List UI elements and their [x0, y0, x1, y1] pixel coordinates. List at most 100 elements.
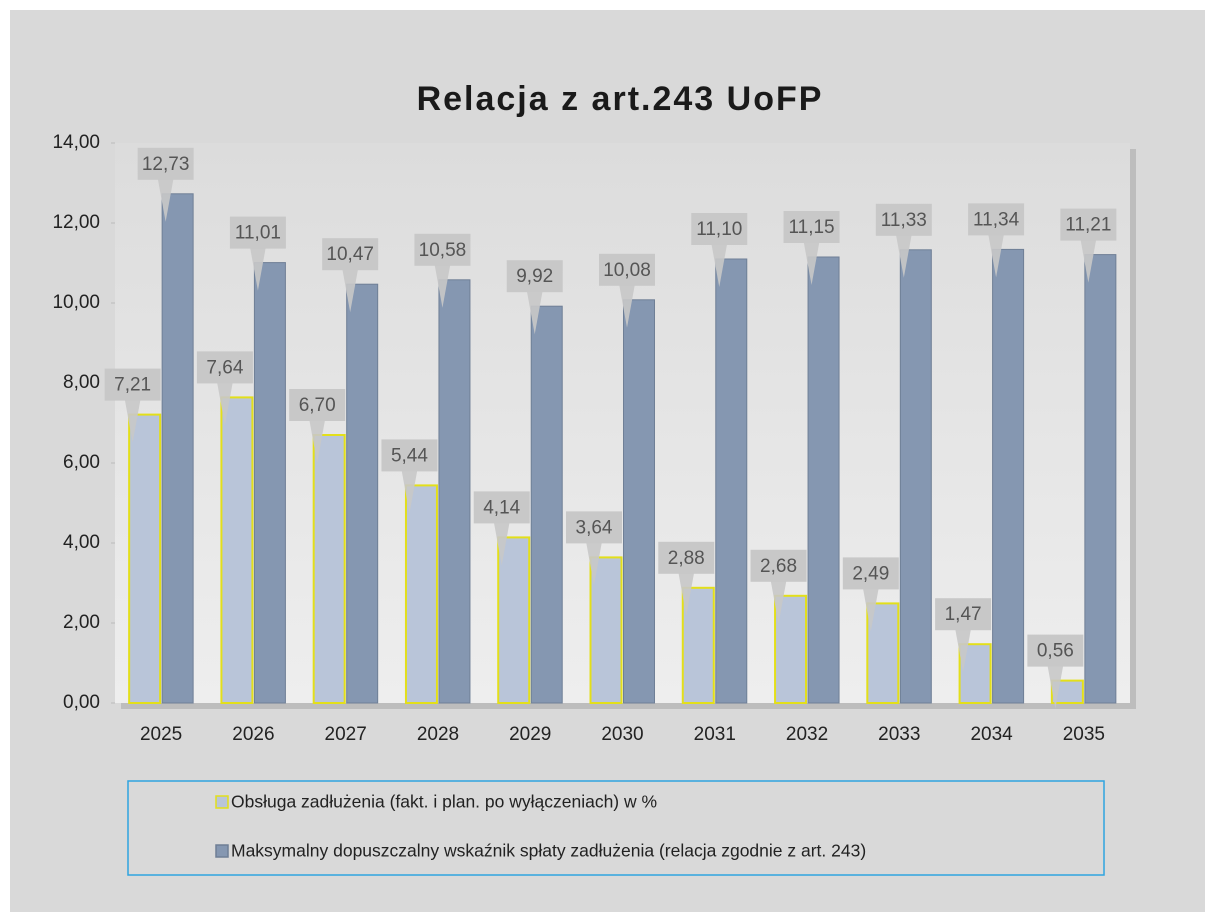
- bar: [623, 299, 655, 704]
- y-tick-label: 2,00: [63, 612, 100, 633]
- callout-box: [1060, 208, 1117, 241]
- data-label: 0,56: [1037, 641, 1074, 662]
- legend-swatch: [215, 795, 229, 809]
- legend-label: Obsługa zadłużenia (fakt. i plan. po wył…: [231, 792, 657, 812]
- callout-box: [381, 439, 438, 472]
- x-tick-label: 2027: [325, 724, 367, 745]
- callout-pointer: [342, 268, 359, 313]
- callout-box: [1027, 634, 1084, 667]
- callout-pointer: [678, 571, 695, 616]
- data-label: 2,49: [852, 563, 889, 584]
- data-label: 11,34: [973, 209, 1020, 230]
- data-label: 12,73: [142, 154, 190, 175]
- data-label: 9,92: [516, 266, 553, 287]
- callout-pointer: [401, 469, 418, 514]
- callout-box: [104, 368, 161, 401]
- bar: [715, 258, 748, 704]
- legend-swatch: [215, 844, 229, 858]
- bar: [899, 249, 932, 704]
- x-tick-label: 2028: [417, 724, 459, 745]
- bar: [220, 396, 254, 704]
- legend-box: [127, 780, 1105, 876]
- callout-pointer: [895, 233, 912, 278]
- x-tick-label: 2029: [509, 724, 551, 745]
- bar: [438, 279, 471, 704]
- callout-box: [842, 557, 899, 590]
- callout-pointer: [619, 283, 635, 328]
- callout-pointer: [216, 381, 233, 426]
- data-label: 3,64: [576, 517, 613, 538]
- callout-pointer: [586, 541, 602, 586]
- callout-pointer: [862, 587, 879, 632]
- callout-box: [289, 389, 346, 421]
- callout-pointer: [803, 241, 820, 285]
- callout-box: [875, 203, 932, 236]
- y-tick-label: 14,00: [52, 132, 100, 153]
- callout-box: [566, 511, 622, 544]
- callout-pointer: [988, 233, 1005, 278]
- data-label: 7,21: [114, 375, 151, 396]
- data-label: 2,88: [668, 548, 705, 569]
- data-label: 10,08: [603, 260, 651, 281]
- bar: [681, 586, 715, 704]
- x-tick-label: 2034: [970, 724, 1013, 745]
- data-label: 7,64: [206, 357, 243, 378]
- callout-box: [506, 260, 563, 293]
- bar: [497, 536, 531, 705]
- bar: [346, 283, 379, 704]
- callout-pointer: [1080, 238, 1097, 283]
- chart-title: Relacja z art.243 UoFP: [417, 80, 824, 118]
- bar: [1084, 254, 1117, 704]
- callout-box: [137, 147, 194, 180]
- x-tick-label: 2031: [694, 724, 736, 745]
- x-tick-label: 2033: [878, 724, 920, 745]
- data-label: 5,44: [391, 445, 428, 466]
- callout-box: [473, 491, 530, 524]
- callout-pointer: [711, 243, 728, 287]
- data-label: 11,21: [1065, 215, 1111, 236]
- bar: [128, 413, 162, 704]
- callout-box: [414, 233, 471, 266]
- x-tick-label: 2032: [786, 724, 828, 745]
- x-tick-label: 2035: [1063, 724, 1105, 745]
- callout-box: [229, 216, 286, 249]
- callout-box: [935, 598, 992, 631]
- data-label: 6,70: [299, 395, 336, 416]
- data-label: 10,58: [419, 240, 467, 261]
- callout-pointer: [309, 419, 326, 463]
- callout-box: [783, 211, 840, 243]
- y-tick-label: 12,00: [52, 212, 100, 233]
- callout-pointer: [157, 177, 174, 222]
- legend-label: Maksymalny dopuszczalny wskaźnik spłaty …: [231, 841, 866, 861]
- data-label: 11,10: [696, 219, 742, 240]
- callout-pointer: [249, 246, 266, 291]
- data-label: 2,68: [760, 556, 797, 577]
- bar: [253, 262, 286, 704]
- y-tick-label: 8,00: [63, 372, 100, 393]
- callout-box: [750, 549, 807, 582]
- bar: [992, 248, 1025, 704]
- data-label: 1,47: [945, 604, 982, 625]
- callout-pointer: [955, 628, 972, 673]
- callout-pointer: [434, 263, 451, 308]
- bar: [807, 256, 840, 704]
- data-label: 11,33: [881, 210, 927, 231]
- x-tick-label: 2030: [601, 724, 643, 745]
- x-tick-label: 2026: [232, 724, 274, 745]
- callout-box: [968, 203, 1025, 236]
- callout-pointer: [526, 290, 543, 335]
- data-label: 11,15: [788, 217, 834, 238]
- callout-box: [658, 541, 715, 574]
- x-tick-label: 2025: [140, 724, 182, 745]
- callout-box: [322, 238, 379, 271]
- callout-pointer: [493, 521, 510, 566]
- bar: [1050, 679, 1084, 704]
- y-tick-label: 10,00: [52, 292, 100, 313]
- bar: [589, 556, 623, 705]
- data-label: 4,14: [483, 497, 520, 518]
- bar: [161, 193, 194, 704]
- y-tick-label: 4,00: [63, 532, 100, 553]
- callout-pointer: [124, 398, 141, 443]
